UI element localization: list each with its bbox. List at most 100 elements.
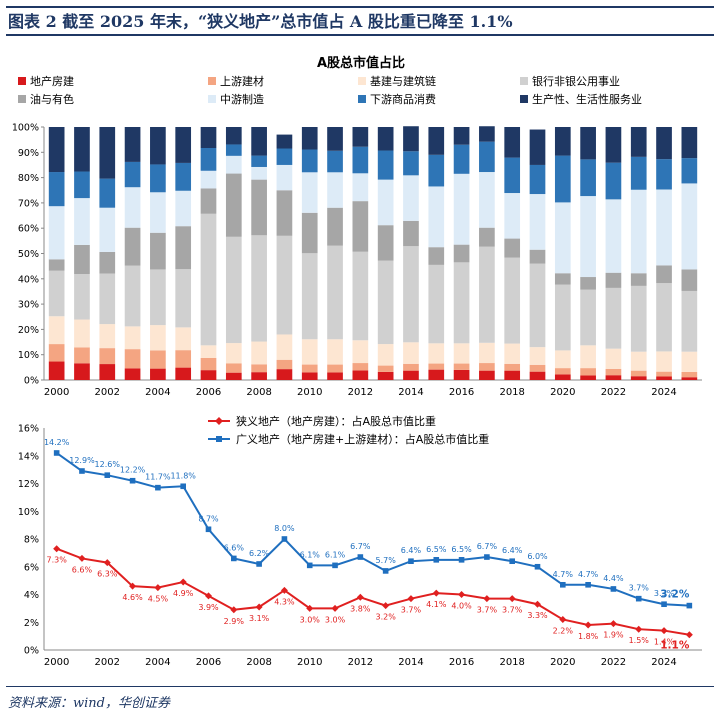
line-chart-legend: 狭义地产（地产房建）：占A股总市值比重广义地产（地产房建+上游建材）：占A股总市… (208, 415, 489, 446)
data-label: 8.0% (274, 524, 295, 533)
bar-segment (251, 341, 267, 365)
bar-segment (504, 363, 521, 371)
bar-segment (99, 364, 116, 380)
legend-label: 狭义地产（地产房建）：占A股总市值比重 (236, 415, 436, 428)
data-point (458, 557, 465, 563)
bar-segment (529, 249, 546, 264)
data-label: 6.0% (527, 552, 548, 561)
data-label: 4.4% (603, 574, 624, 583)
data-label: 4.3% (274, 597, 295, 606)
data-label: 11.8% (170, 471, 196, 480)
y-tick-label: 4% (24, 590, 39, 601)
figure-title: 图表 2 截至 2025 年末，“狭义地产”总市值占 A 股比重已降至 1.1% (8, 12, 513, 31)
data-label: 5.7% (375, 556, 396, 565)
bar-segment (630, 285, 647, 352)
bar-segment (554, 273, 571, 285)
bar-segment (428, 127, 445, 155)
bar-segment (301, 253, 318, 340)
data-label: 1.9% (603, 631, 624, 640)
bar-segment (352, 370, 369, 380)
bar-segment (453, 343, 470, 364)
x-tick-label: 2008 (246, 387, 271, 398)
bar-segment (554, 350, 571, 369)
data-label: 12.9% (69, 456, 95, 465)
bar-segment (352, 363, 369, 371)
header-bottom-rule (6, 34, 714, 36)
footer-rule (6, 686, 714, 687)
bar-segment (580, 277, 596, 290)
data-label: 2.9% (224, 617, 245, 626)
bar-segment (48, 344, 65, 362)
data-label: 6.6% (72, 565, 93, 574)
bar-segment (352, 146, 369, 174)
bar-segment (580, 127, 596, 160)
data-point (281, 536, 288, 542)
data-point (559, 615, 567, 623)
bar-segment (200, 127, 217, 148)
data-point (661, 601, 667, 608)
legend-label: 基建与建筑链 (370, 74, 436, 88)
bar-segment (352, 251, 369, 341)
bar-segment (276, 334, 293, 360)
data-label: 4.0% (451, 602, 472, 611)
data-point (382, 602, 390, 610)
data-label: 4.6% (122, 593, 143, 602)
bar-segment (124, 265, 141, 327)
legend-label: 地产房建 (30, 74, 74, 88)
bar-segment (428, 186, 445, 248)
data-label: 14.2% (44, 438, 70, 447)
bar-segment (504, 343, 521, 364)
bar-segment (656, 159, 672, 190)
data-point (357, 554, 364, 560)
bar-segment (403, 220, 419, 247)
bar-segment (150, 350, 166, 369)
bar-segment (225, 155, 242, 174)
data-label: 4.5% (148, 595, 169, 604)
line-chart: 狭义地产（地产房建）：占A股总市值比重广义地产（地产房建+上游建材）：占A股总市… (18, 415, 702, 668)
data-label: 1.1% (660, 640, 690, 652)
bar-segment (605, 127, 622, 163)
bar-segment (630, 156, 647, 190)
bar-segment (225, 173, 242, 237)
bar-segment (529, 347, 546, 365)
data-label: 7.3% (46, 556, 67, 565)
bar-segment (251, 179, 267, 236)
data-label: 6.5% (426, 545, 447, 554)
x-tick-label: 2024 (651, 657, 676, 668)
data-label: 1.5% (629, 636, 650, 645)
bar-segment (150, 325, 166, 351)
bar-segment (200, 147, 217, 171)
bar-segment (580, 345, 596, 369)
data-label: 2.2% (553, 626, 574, 635)
bar-segment (327, 339, 343, 365)
data-label: 1.4% (654, 638, 675, 647)
bar-segment (504, 127, 521, 158)
bar-segment (200, 357, 217, 371)
bar-segment (352, 201, 369, 252)
bar-segment (124, 227, 141, 266)
x-tick-label: 2004 (145, 657, 170, 668)
y-tick-label: 100% (12, 123, 39, 134)
bar-segment (453, 262, 470, 344)
bar-segment (150, 164, 166, 193)
source-note: 资料来源：wind，华创证券 (8, 696, 170, 711)
bar-segment (377, 260, 394, 345)
bar-segment (225, 372, 242, 380)
legend-swatch (18, 77, 26, 85)
bar-segment (251, 235, 267, 342)
bar-segment (453, 173, 470, 245)
bar-segment (656, 127, 672, 160)
bar-segment (301, 364, 318, 373)
x-tick-label: 2018 (499, 657, 524, 668)
data-point (79, 468, 85, 474)
bar-segment (225, 127, 242, 145)
data-point (584, 621, 592, 629)
bar-segment (301, 172, 318, 213)
bar-segment (74, 273, 90, 320)
x-tick-label: 2018 (499, 387, 524, 398)
bar-segment (124, 127, 141, 162)
bar-segment (479, 363, 495, 371)
bar-segment (124, 326, 141, 350)
bar-segment (656, 351, 672, 372)
